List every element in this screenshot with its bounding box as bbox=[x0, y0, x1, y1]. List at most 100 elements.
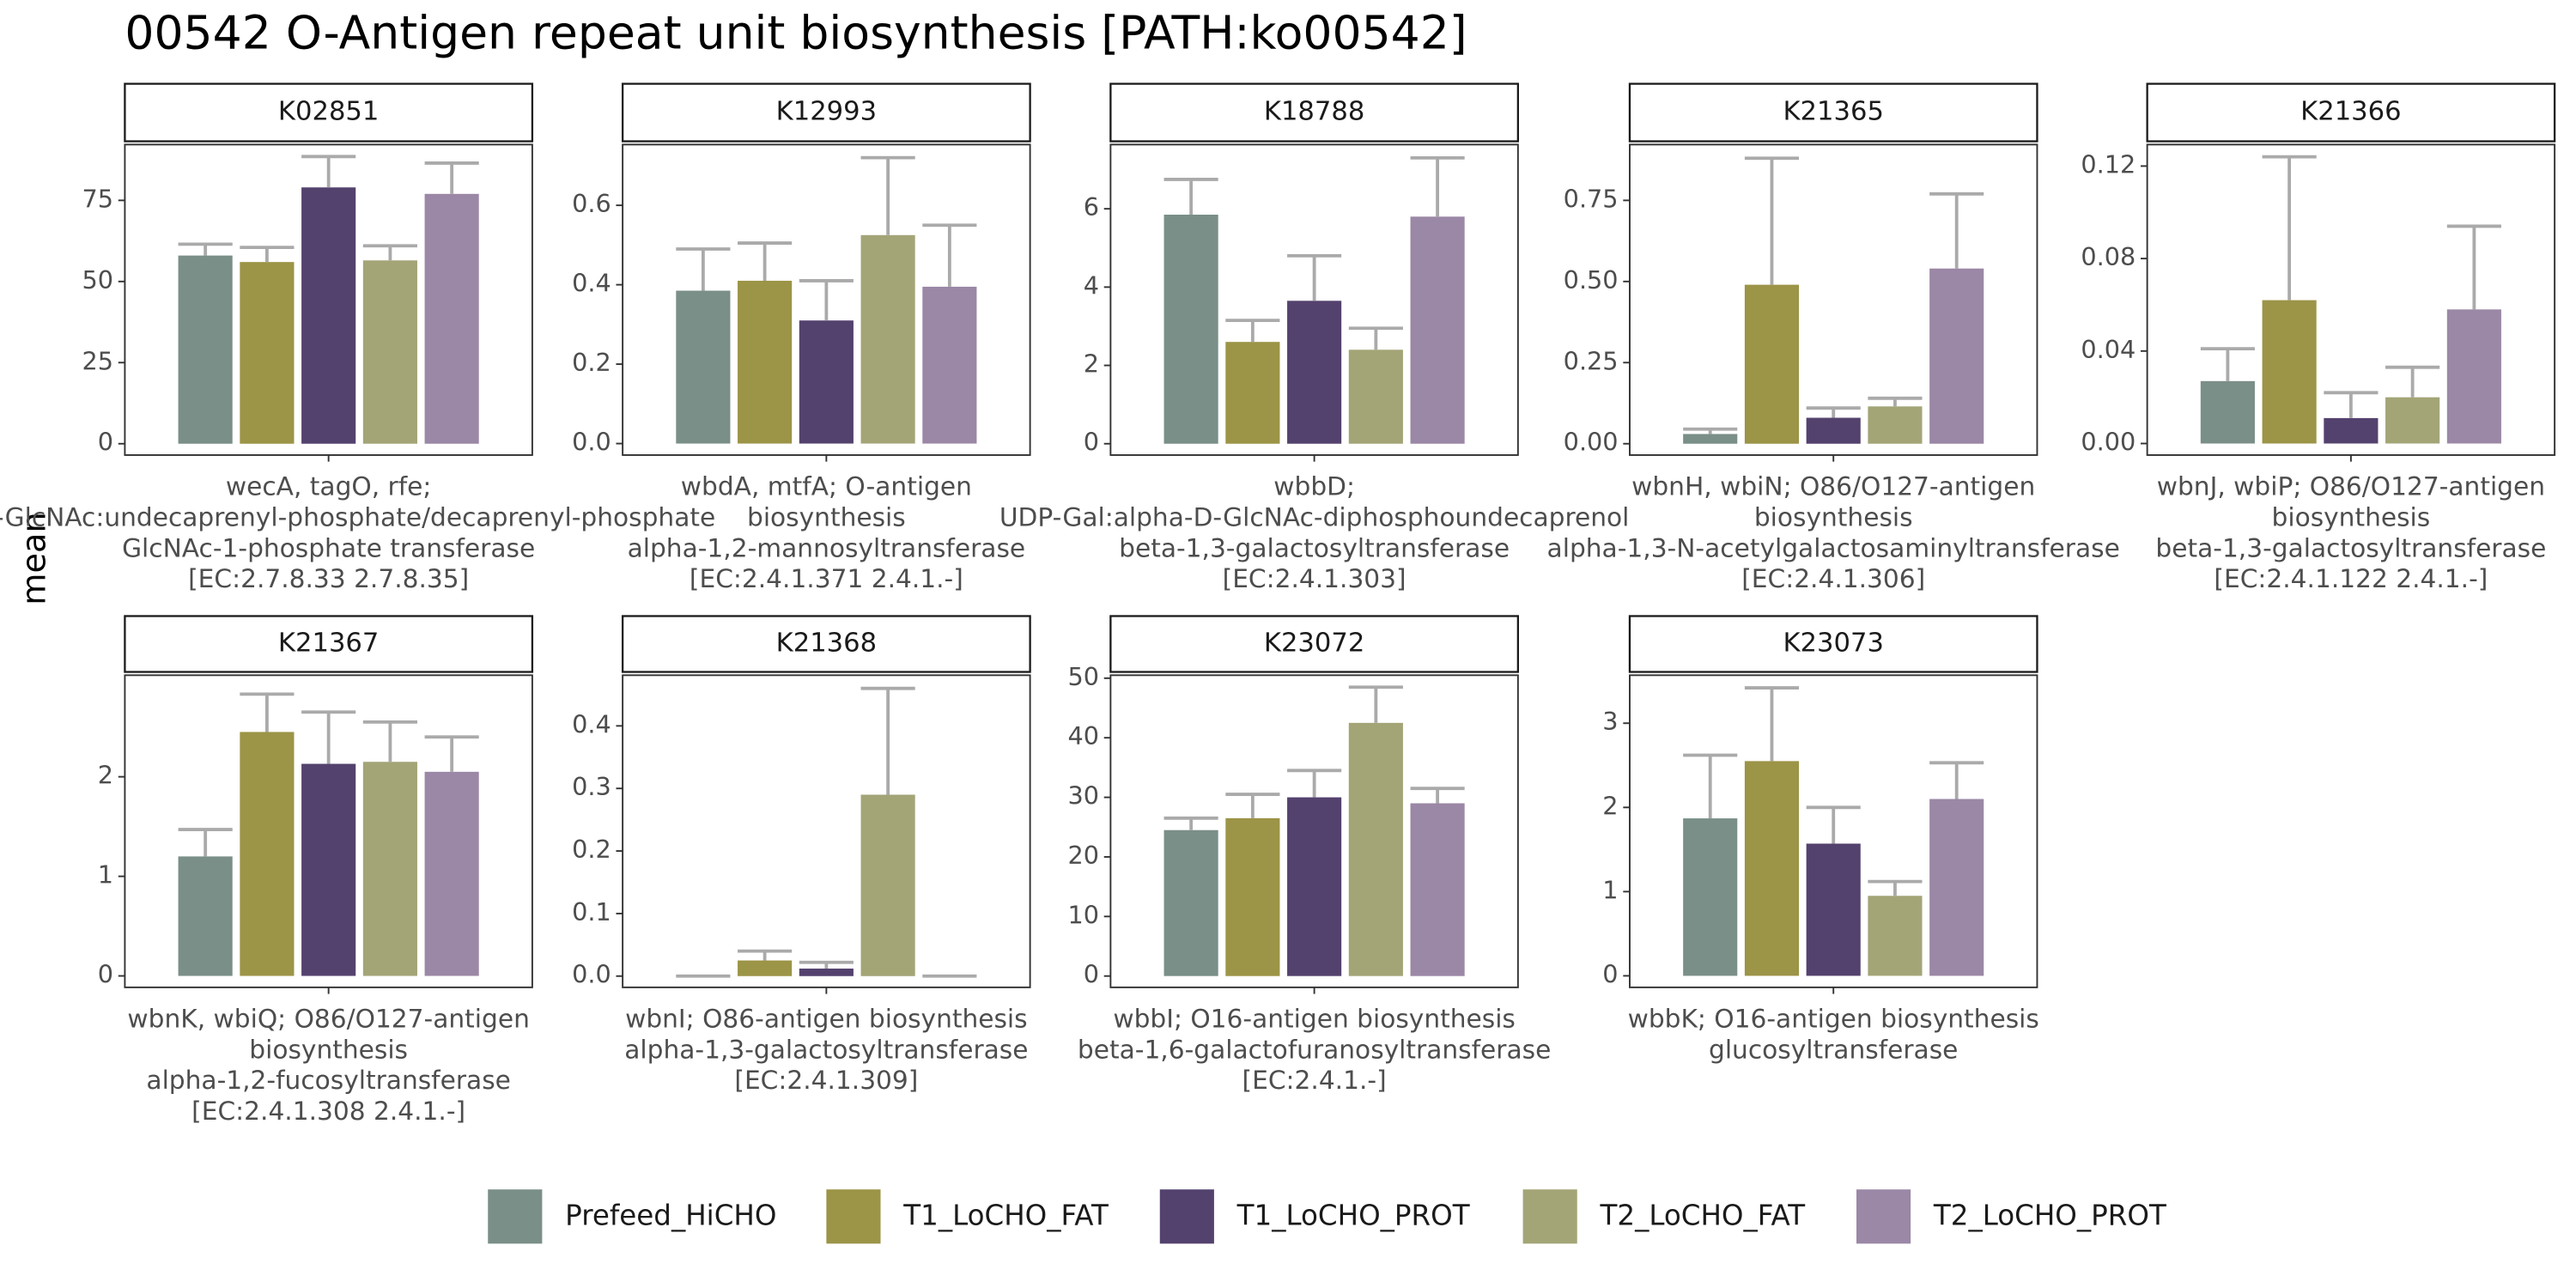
y-tick-label: 0.6 bbox=[572, 189, 611, 218]
bar bbox=[2200, 380, 2255, 444]
x-axis-label: beta-1,6-galactofuranosyltransferase bbox=[1078, 1034, 1551, 1064]
bar bbox=[1225, 342, 1280, 444]
x-axis-label: biosynthesis bbox=[747, 502, 906, 532]
y-tick-label: 20 bbox=[1067, 841, 1099, 870]
legend-label: T2_LoCHO_PROT bbox=[1933, 1200, 2166, 1232]
y-tick-label: 0.3 bbox=[572, 772, 611, 801]
x-axis-label: wbnK, wbiQ; O86/O127-antigen bbox=[127, 1004, 529, 1034]
x-axis-label: biosynthesis bbox=[1754, 502, 1913, 532]
bar bbox=[860, 794, 915, 976]
y-tick-label: 0.2 bbox=[572, 835, 611, 864]
bar bbox=[424, 771, 479, 976]
y-axis-label: mean bbox=[15, 512, 54, 605]
y-tick-label: 25 bbox=[82, 346, 113, 375]
facet-title: K21365 bbox=[1783, 97, 1883, 127]
bar bbox=[860, 234, 915, 444]
y-tick-label: 0 bbox=[1084, 960, 1099, 989]
facet-strip bbox=[621, 82, 1031, 143]
x-axis-label: GlcNAc-1-phosphate transferase bbox=[122, 532, 535, 562]
y-tick-label: 3 bbox=[1602, 707, 1618, 736]
x-axis-label: [EC:2.4.1.308 2.4.1.-] bbox=[191, 1096, 465, 1126]
facet-title: K02851 bbox=[278, 97, 379, 127]
y-tick-label: 10 bbox=[1067, 900, 1099, 929]
bar bbox=[1744, 284, 1800, 444]
x-axis-label: [EC:2.4.1.306] bbox=[1741, 563, 1925, 593]
bar bbox=[1287, 797, 1342, 976]
y-tick-label: 0.0 bbox=[572, 428, 611, 457]
x-axis-label: [EC:2.4.1.303] bbox=[1223, 563, 1406, 593]
x-axis-label: wbnH, wbiN; O86/O127-antigen bbox=[1631, 471, 2035, 501]
y-tick-label: 0.2 bbox=[572, 348, 611, 377]
bar bbox=[1225, 817, 1280, 976]
bar bbox=[240, 262, 295, 444]
y-tick-label: 0 bbox=[1602, 959, 1618, 988]
bar bbox=[1806, 417, 1861, 444]
bar bbox=[1744, 761, 1800, 976]
y-tick-label: 2 bbox=[1084, 349, 1099, 379]
facet-title: K18788 bbox=[1264, 97, 1364, 127]
bar bbox=[2324, 417, 2379, 444]
x-axis-label: glucosyltransferase bbox=[1709, 1034, 1958, 1064]
bar bbox=[178, 255, 233, 444]
y-tick-label: 0.0 bbox=[572, 960, 611, 989]
y-tick-label: 75 bbox=[82, 184, 113, 213]
legend-label: Prefeed_HiCHO bbox=[565, 1200, 776, 1232]
legend-key bbox=[826, 1189, 881, 1244]
y-tick-label: 1 bbox=[1602, 875, 1618, 904]
legend-label: T1_LoCHO_PROT bbox=[1236, 1200, 1470, 1232]
facet-strip bbox=[1628, 82, 2038, 143]
bar bbox=[178, 856, 233, 976]
x-axis-label: wbbI; O16-antigen biosynthesis bbox=[1113, 1004, 1516, 1034]
panel bbox=[622, 674, 1031, 988]
bar bbox=[301, 187, 356, 444]
x-axis-label: biosynthesis bbox=[249, 1034, 408, 1064]
legend-key bbox=[1522, 1189, 1577, 1244]
x-axis-label: [EC:2.7.8.33 2.7.8.35] bbox=[188, 563, 469, 593]
bar bbox=[799, 969, 854, 976]
y-tick-label: 1 bbox=[98, 860, 113, 890]
y-tick-label: 0.4 bbox=[572, 269, 611, 298]
facet-strip bbox=[2146, 82, 2556, 143]
x-axis-label: UDP-Gal:alpha-D-GlcNAc-diphosphoundecapr… bbox=[999, 502, 1630, 532]
y-tick-label: 0.1 bbox=[572, 897, 611, 927]
bar bbox=[1929, 268, 1984, 444]
x-axis-label: wbdA, mtfA; O-antigen bbox=[681, 471, 972, 501]
bar bbox=[362, 762, 417, 976]
facet-title: K21368 bbox=[776, 628, 877, 658]
facet-strip bbox=[124, 82, 534, 143]
y-tick-label: 0.12 bbox=[2081, 149, 2136, 179]
facet-strip bbox=[124, 615, 534, 673]
y-tick-label: 0 bbox=[1084, 428, 1099, 457]
y-tick-label: 0.75 bbox=[1564, 184, 1619, 213]
y-tick-label: 2 bbox=[1602, 791, 1618, 820]
bar bbox=[1683, 818, 1738, 976]
bar bbox=[2446, 309, 2501, 444]
x-axis-label: wbbK; O16-antigen biosynthesis bbox=[1628, 1004, 2039, 1034]
y-tick-label: 0 bbox=[98, 960, 113, 989]
x-axis-label: [EC:2.4.1.-] bbox=[1242, 1065, 1387, 1095]
bar bbox=[424, 193, 479, 444]
bar bbox=[1348, 349, 1403, 444]
bar bbox=[2262, 300, 2317, 444]
bar bbox=[1410, 803, 1465, 976]
bar bbox=[1683, 434, 1738, 444]
bar bbox=[1806, 843, 1861, 976]
bar bbox=[1163, 829, 1218, 976]
x-axis-label: wecA, tagO, rfe; bbox=[226, 471, 432, 501]
y-tick-label: 0.4 bbox=[572, 709, 611, 738]
facet-title: K12993 bbox=[776, 97, 877, 127]
x-axis-label: alpha-1,2-fucosyltransferase bbox=[146, 1065, 510, 1095]
bar bbox=[799, 320, 854, 444]
y-tick-label: 0.50 bbox=[1564, 265, 1619, 295]
y-tick-label: 0 bbox=[98, 428, 113, 457]
facet-strip bbox=[1628, 615, 2038, 673]
y-tick-label: 50 bbox=[82, 265, 113, 295]
x-axis-label: wbbD; bbox=[1273, 471, 1355, 501]
legend-key bbox=[488, 1189, 543, 1244]
facet-strip bbox=[1109, 82, 1520, 143]
legend-label: T1_LoCHO_FAT bbox=[902, 1200, 1109, 1232]
legend-key bbox=[1856, 1189, 1911, 1244]
chart-title: 00542 O-Antigen repeat unit biosynthesis… bbox=[125, 6, 1467, 60]
y-tick-label: 40 bbox=[1067, 721, 1099, 750]
